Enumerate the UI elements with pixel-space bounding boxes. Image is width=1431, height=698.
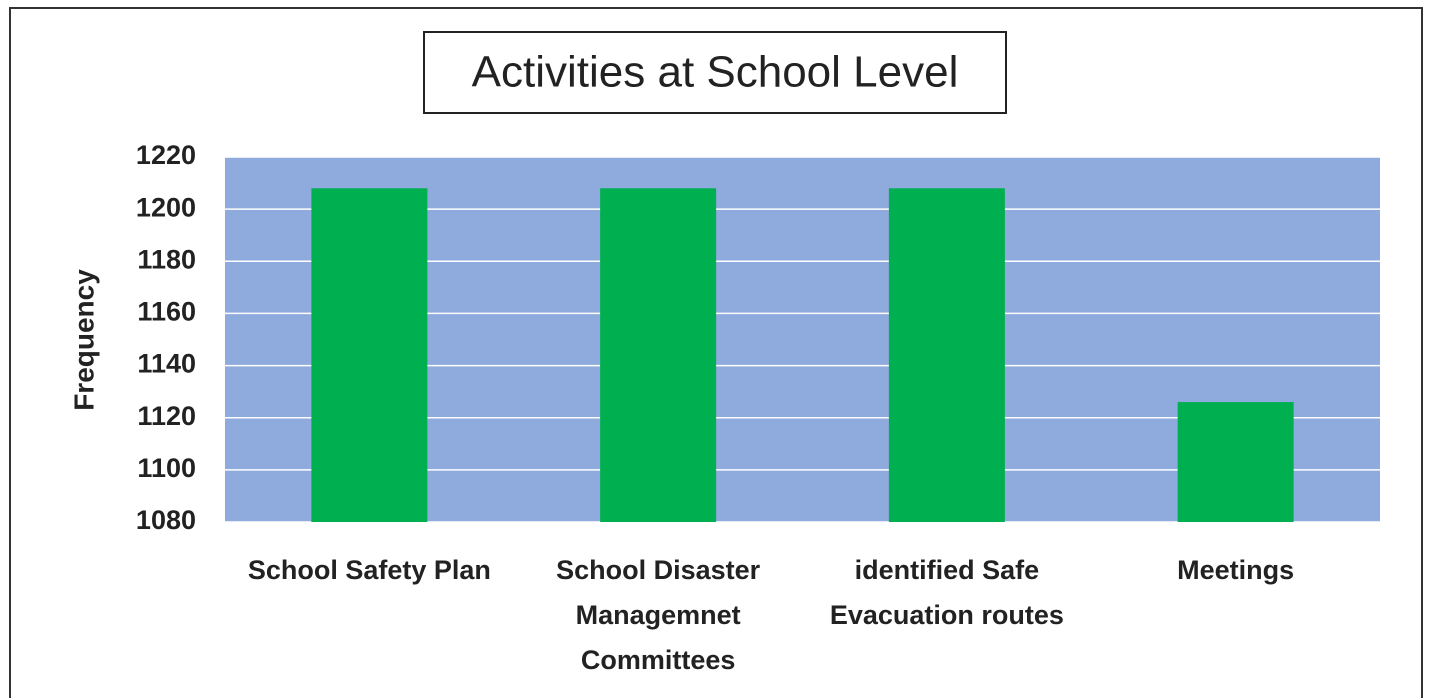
y-axis-label: Frequency <box>68 269 99 411</box>
y-tick-label: 1100 <box>137 453 196 483</box>
frame <box>9 7 1423 698</box>
y-tick-label: 1140 <box>137 349 196 379</box>
chart-title: Activities at School Level <box>472 48 959 97</box>
bar <box>311 188 428 523</box>
title-box <box>423 31 1007 114</box>
y-tick-label: 1180 <box>137 244 196 274</box>
y-tick-label: 1160 <box>137 297 196 327</box>
x-tick-label: identified Safe Evacuation routes <box>829 555 1064 630</box>
bar <box>600 188 717 523</box>
y-tick-label: 1200 <box>136 192 196 222</box>
y-tick-label: 1080 <box>136 505 196 535</box>
y-tick-label: 1120 <box>137 401 196 431</box>
bar <box>888 188 1005 523</box>
bar <box>1177 402 1294 522</box>
y-tick-label: 1220 <box>136 140 196 170</box>
x-tick-label: School Safety Plan <box>247 555 491 585</box>
x-tick-label: Meetings <box>1177 555 1295 585</box>
x-tick-label: School Disaster Managemnet Committees <box>556 555 761 675</box>
